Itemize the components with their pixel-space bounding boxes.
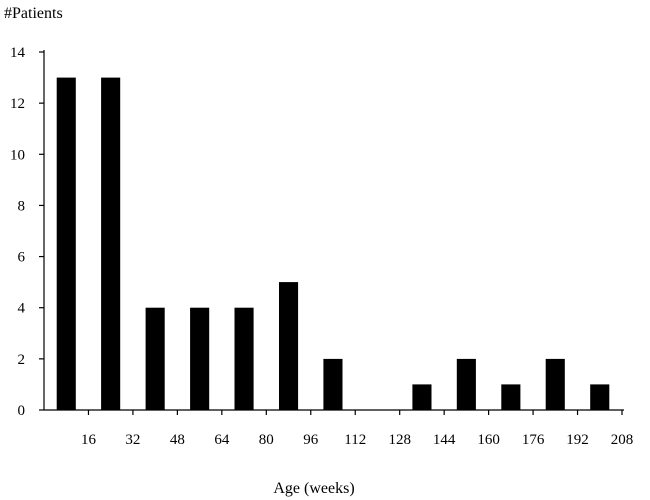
x-tick-label: 112 — [344, 432, 366, 448]
x-tick-label: 128 — [388, 432, 411, 448]
y-tick-label: 4 — [18, 301, 26, 317]
y-tick-label: 6 — [18, 250, 26, 266]
bar — [590, 384, 610, 410]
x-axis-label: Age (weeks) — [273, 480, 354, 497]
y-tick-label: 14 — [10, 45, 26, 61]
x-tick-label: 32 — [125, 432, 140, 448]
x-tick-label: 208 — [611, 432, 634, 448]
x-tick-label: 144 — [433, 432, 456, 448]
x-axis: 16 32 48 64 80 96 112 128 144 160 176 192 208 — [44, 409, 634, 448]
bar — [545, 358, 565, 410]
x-tick-label: 16 — [81, 432, 97, 448]
y-tick-label: 2 — [18, 352, 26, 368]
y-axis: 0 2 4 6 8 10 12 14 — [10, 45, 45, 419]
x-tick-label: 48 — [170, 432, 185, 448]
x-tick-label: 176 — [522, 432, 545, 448]
y-tick-label: 8 — [18, 198, 26, 214]
bar — [456, 358, 476, 410]
x-tick-label: 160 — [477, 432, 500, 448]
y-tick-label: 12 — [10, 96, 25, 112]
y-tick-label: 0 — [18, 403, 26, 419]
y-tick-label: 10 — [10, 147, 25, 163]
x-tick-label: 96 — [303, 432, 319, 448]
x-tick-label: 192 — [566, 432, 589, 448]
x-tick-label: 80 — [259, 432, 274, 448]
bar — [190, 307, 210, 410]
bar — [234, 307, 254, 410]
bar — [56, 77, 76, 410]
bar — [101, 77, 121, 410]
y-axis-label: #Patients — [4, 5, 63, 22]
bar — [501, 384, 521, 410]
bar — [412, 384, 432, 410]
bar — [323, 358, 343, 410]
x-tick-label: 64 — [214, 432, 230, 448]
bars — [56, 77, 610, 410]
bar — [279, 282, 299, 410]
bar — [145, 307, 165, 410]
